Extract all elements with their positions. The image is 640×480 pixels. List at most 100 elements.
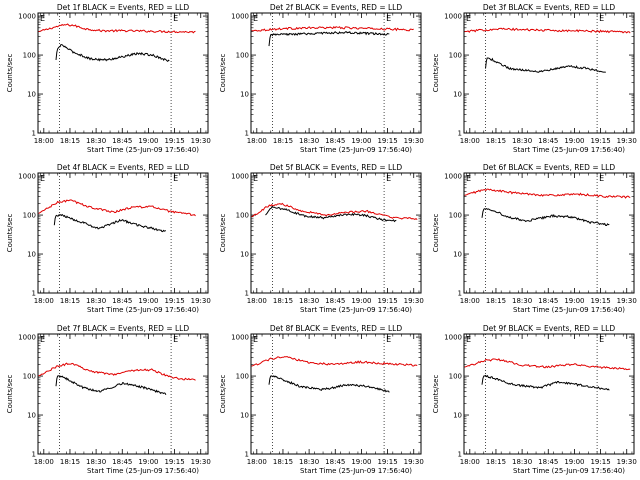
panel-det-9: Det 9f BLACK = Events, RED = LLD 1 10 100 10… xyxy=(432,324,637,475)
plot-frame xyxy=(250,12,422,134)
panel-det-6: Det 6f BLACK = Events, RED = LLD 1 10 100 10… xyxy=(432,163,637,314)
x-tick-label: 18:45 xyxy=(325,458,345,466)
x-tick-label: 18:45 xyxy=(538,297,558,305)
x-tick-label: 18:00 xyxy=(460,297,480,305)
panel-title: Det 8f BLACK = Events, RED = LLD xyxy=(270,324,403,333)
lld-series-line xyxy=(38,199,196,217)
event-marker-label: E xyxy=(40,14,45,23)
x-tick-label: 19:30 xyxy=(191,297,211,305)
x-axis-label: Start Time (25-Jun-09 17:56:40) xyxy=(300,306,412,314)
panel-det-4: Det 4f BLACK = Events, RED = LLD 1 10 100 10… xyxy=(6,163,211,314)
y-axis-label: Counts/sec xyxy=(219,375,227,414)
events-series-line xyxy=(481,207,610,226)
x-tick-label: 18:00 xyxy=(34,458,54,466)
x-tick-label: 18:00 xyxy=(247,297,267,305)
lld-series-line xyxy=(464,27,631,34)
x-tick-label: 18:00 xyxy=(34,137,54,145)
x-tick-label: 19:00 xyxy=(138,458,158,466)
event-marker-label: E xyxy=(386,335,391,344)
y-tick-label: 10 xyxy=(27,412,36,420)
x-tick-label: 18:45 xyxy=(538,458,558,466)
y-axis-label: Counts/sec xyxy=(6,214,14,253)
panel-title: Det 7f BLACK = Events, RED = LLD xyxy=(57,324,190,333)
y-axis-label: Counts/sec xyxy=(219,54,227,93)
x-tick-label: 19:15 xyxy=(590,137,610,145)
plot-frame xyxy=(463,12,635,134)
lld-series-line xyxy=(464,358,631,371)
x-tick-label: 18:00 xyxy=(247,137,267,145)
events-series-line xyxy=(481,374,610,391)
x-tick-label: 18:15 xyxy=(273,458,293,466)
y-axis-label: Counts/sec xyxy=(432,214,440,253)
x-tick-label: 19:00 xyxy=(138,297,158,305)
x-tick-label: 18:30 xyxy=(86,297,106,305)
y-tick-label: 1 xyxy=(245,130,249,138)
y-tick-label: 10 xyxy=(240,251,249,259)
x-tick-label: 19:00 xyxy=(351,137,371,145)
y-tick-label: 100 xyxy=(236,212,249,220)
y-tick-label: 1 xyxy=(458,130,462,138)
x-tick-label: 18:45 xyxy=(538,137,558,145)
y-tick-label: 1000 xyxy=(444,334,462,342)
y-tick-label: 1000 xyxy=(231,13,249,21)
events-series-line xyxy=(55,374,167,396)
x-tick-label: 18:00 xyxy=(247,458,267,466)
x-tick-label: 19:00 xyxy=(564,297,584,305)
x-tick-label: 19:15 xyxy=(164,137,184,145)
x-tick-label: 19:15 xyxy=(377,458,397,466)
plot-frame xyxy=(250,172,422,294)
plot-frame xyxy=(37,172,209,294)
x-tick-label: 18:15 xyxy=(486,458,506,466)
y-tick-label: 100 xyxy=(449,52,462,60)
event-marker-label: E xyxy=(173,14,178,23)
panel-det-5: Det 5f BLACK = Events, RED = LLD 1 10 100 10… xyxy=(219,163,424,314)
events-series-line xyxy=(265,205,397,223)
y-tick-label: 10 xyxy=(27,91,36,99)
panel-det-7: Det 7f BLACK = Events, RED = LLD 1 10 100 10… xyxy=(6,324,211,475)
y-tick-label: 10 xyxy=(453,412,462,420)
lld-series-line xyxy=(38,362,196,381)
x-tick-label: 19:15 xyxy=(164,458,184,466)
plot-frame xyxy=(463,172,635,294)
lld-series-line xyxy=(464,188,631,199)
events-series-line xyxy=(268,31,390,47)
lld-series-line xyxy=(251,355,418,367)
y-tick-label: 100 xyxy=(449,373,462,381)
panel-title: Det 5f BLACK = Events, RED = LLD xyxy=(270,163,403,172)
x-tick-label: 18:45 xyxy=(112,297,132,305)
x-tick-label: 18:45 xyxy=(325,137,345,145)
x-tick-label: 18:45 xyxy=(325,297,345,305)
y-tick-label: 100 xyxy=(23,52,36,60)
x-tick-label: 18:15 xyxy=(60,458,80,466)
lld-series-line xyxy=(251,202,418,220)
y-tick-label: 1 xyxy=(245,290,249,298)
x-tick-label: 18:30 xyxy=(299,297,319,305)
x-tick-label: 19:15 xyxy=(164,297,184,305)
events-series-line xyxy=(268,375,390,393)
x-tick-label: 19:00 xyxy=(564,458,584,466)
y-tick-label: 1 xyxy=(245,451,249,459)
x-tick-label: 19:30 xyxy=(617,137,637,145)
panel-title: Det 6f BLACK = Events, RED = LLD xyxy=(483,163,616,172)
event-marker-label: E xyxy=(253,14,258,23)
x-tick-label: 19:15 xyxy=(377,137,397,145)
y-tick-label: 100 xyxy=(236,52,249,60)
y-tick-label: 1000 xyxy=(18,13,36,21)
y-tick-label: 10 xyxy=(27,251,36,259)
x-tick-label: 19:15 xyxy=(377,297,397,305)
panel-title: Det 2f BLACK = Events, RED = LLD xyxy=(270,3,403,12)
x-axis-label: Start Time (25-Jun-09 17:56:40) xyxy=(87,467,199,475)
y-tick-label: 1000 xyxy=(18,173,36,181)
y-tick-label: 1 xyxy=(32,290,36,298)
y-tick-label: 1000 xyxy=(444,173,462,181)
y-tick-label: 1000 xyxy=(231,173,249,181)
panel-det-3: Det 3f BLACK = Events, RED = LLD 1 10 100 10… xyxy=(432,3,637,154)
x-tick-label: 19:15 xyxy=(590,458,610,466)
plot-frame xyxy=(250,333,422,455)
event-marker-label: E xyxy=(386,14,391,23)
x-tick-label: 19:30 xyxy=(404,458,424,466)
y-axis-label: Counts/sec xyxy=(432,375,440,414)
x-tick-label: 18:30 xyxy=(512,137,532,145)
event-marker-label: E xyxy=(40,335,45,344)
plot-frame xyxy=(37,12,209,134)
